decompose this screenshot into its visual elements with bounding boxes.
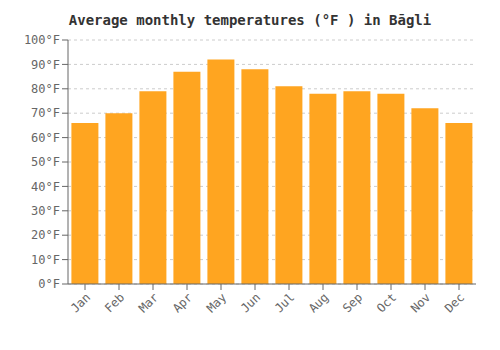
svg-text:60°F: 60°F bbox=[31, 131, 60, 145]
svg-text:Jan: Jan bbox=[68, 290, 93, 315]
svg-text:May: May bbox=[204, 290, 229, 315]
svg-text:Jun: Jun bbox=[238, 290, 263, 315]
svg-text:50°F: 50°F bbox=[31, 155, 60, 169]
svg-text:90°F: 90°F bbox=[31, 58, 60, 72]
svg-text:80°F: 80°F bbox=[31, 82, 60, 96]
svg-text:Sep: Sep bbox=[340, 290, 365, 315]
svg-text:Nov: Nov bbox=[408, 290, 433, 315]
svg-text:10°F: 10°F bbox=[31, 253, 60, 267]
svg-text:30°F: 30°F bbox=[31, 204, 60, 218]
svg-text:0°F: 0°F bbox=[38, 277, 60, 291]
svg-text:40°F: 40°F bbox=[31, 180, 60, 194]
svg-text:100°F: 100°F bbox=[24, 33, 60, 47]
svg-text:Oct: Oct bbox=[374, 290, 399, 315]
svg-text:Jul: Jul bbox=[272, 290, 297, 315]
svg-text:Aug: Aug bbox=[306, 290, 331, 315]
svg-text:Mar: Mar bbox=[136, 290, 161, 315]
svg-text:Dec: Dec bbox=[442, 290, 467, 315]
svg-text:Feb: Feb bbox=[102, 290, 127, 315]
html-text:Average monthly temperatures (: Average monthly temperatures (°F ) in Bā… bbox=[68, 12, 432, 28]
svg-text:20°F: 20°F bbox=[31, 228, 60, 242]
svg-text:Apr: Apr bbox=[170, 290, 195, 315]
svg-text:70°F: 70°F bbox=[31, 106, 60, 120]
